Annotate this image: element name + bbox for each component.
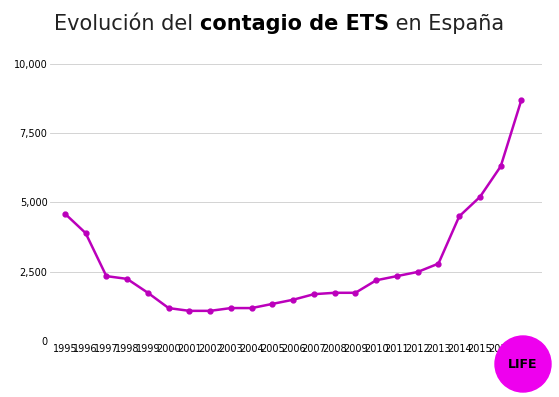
Text: Evolución del: Evolución del [54, 14, 200, 34]
Text: en España: en España [390, 14, 505, 34]
Text: contagio de ETS: contagio de ETS [200, 14, 390, 34]
Text: LIFE: LIFE [508, 358, 538, 370]
